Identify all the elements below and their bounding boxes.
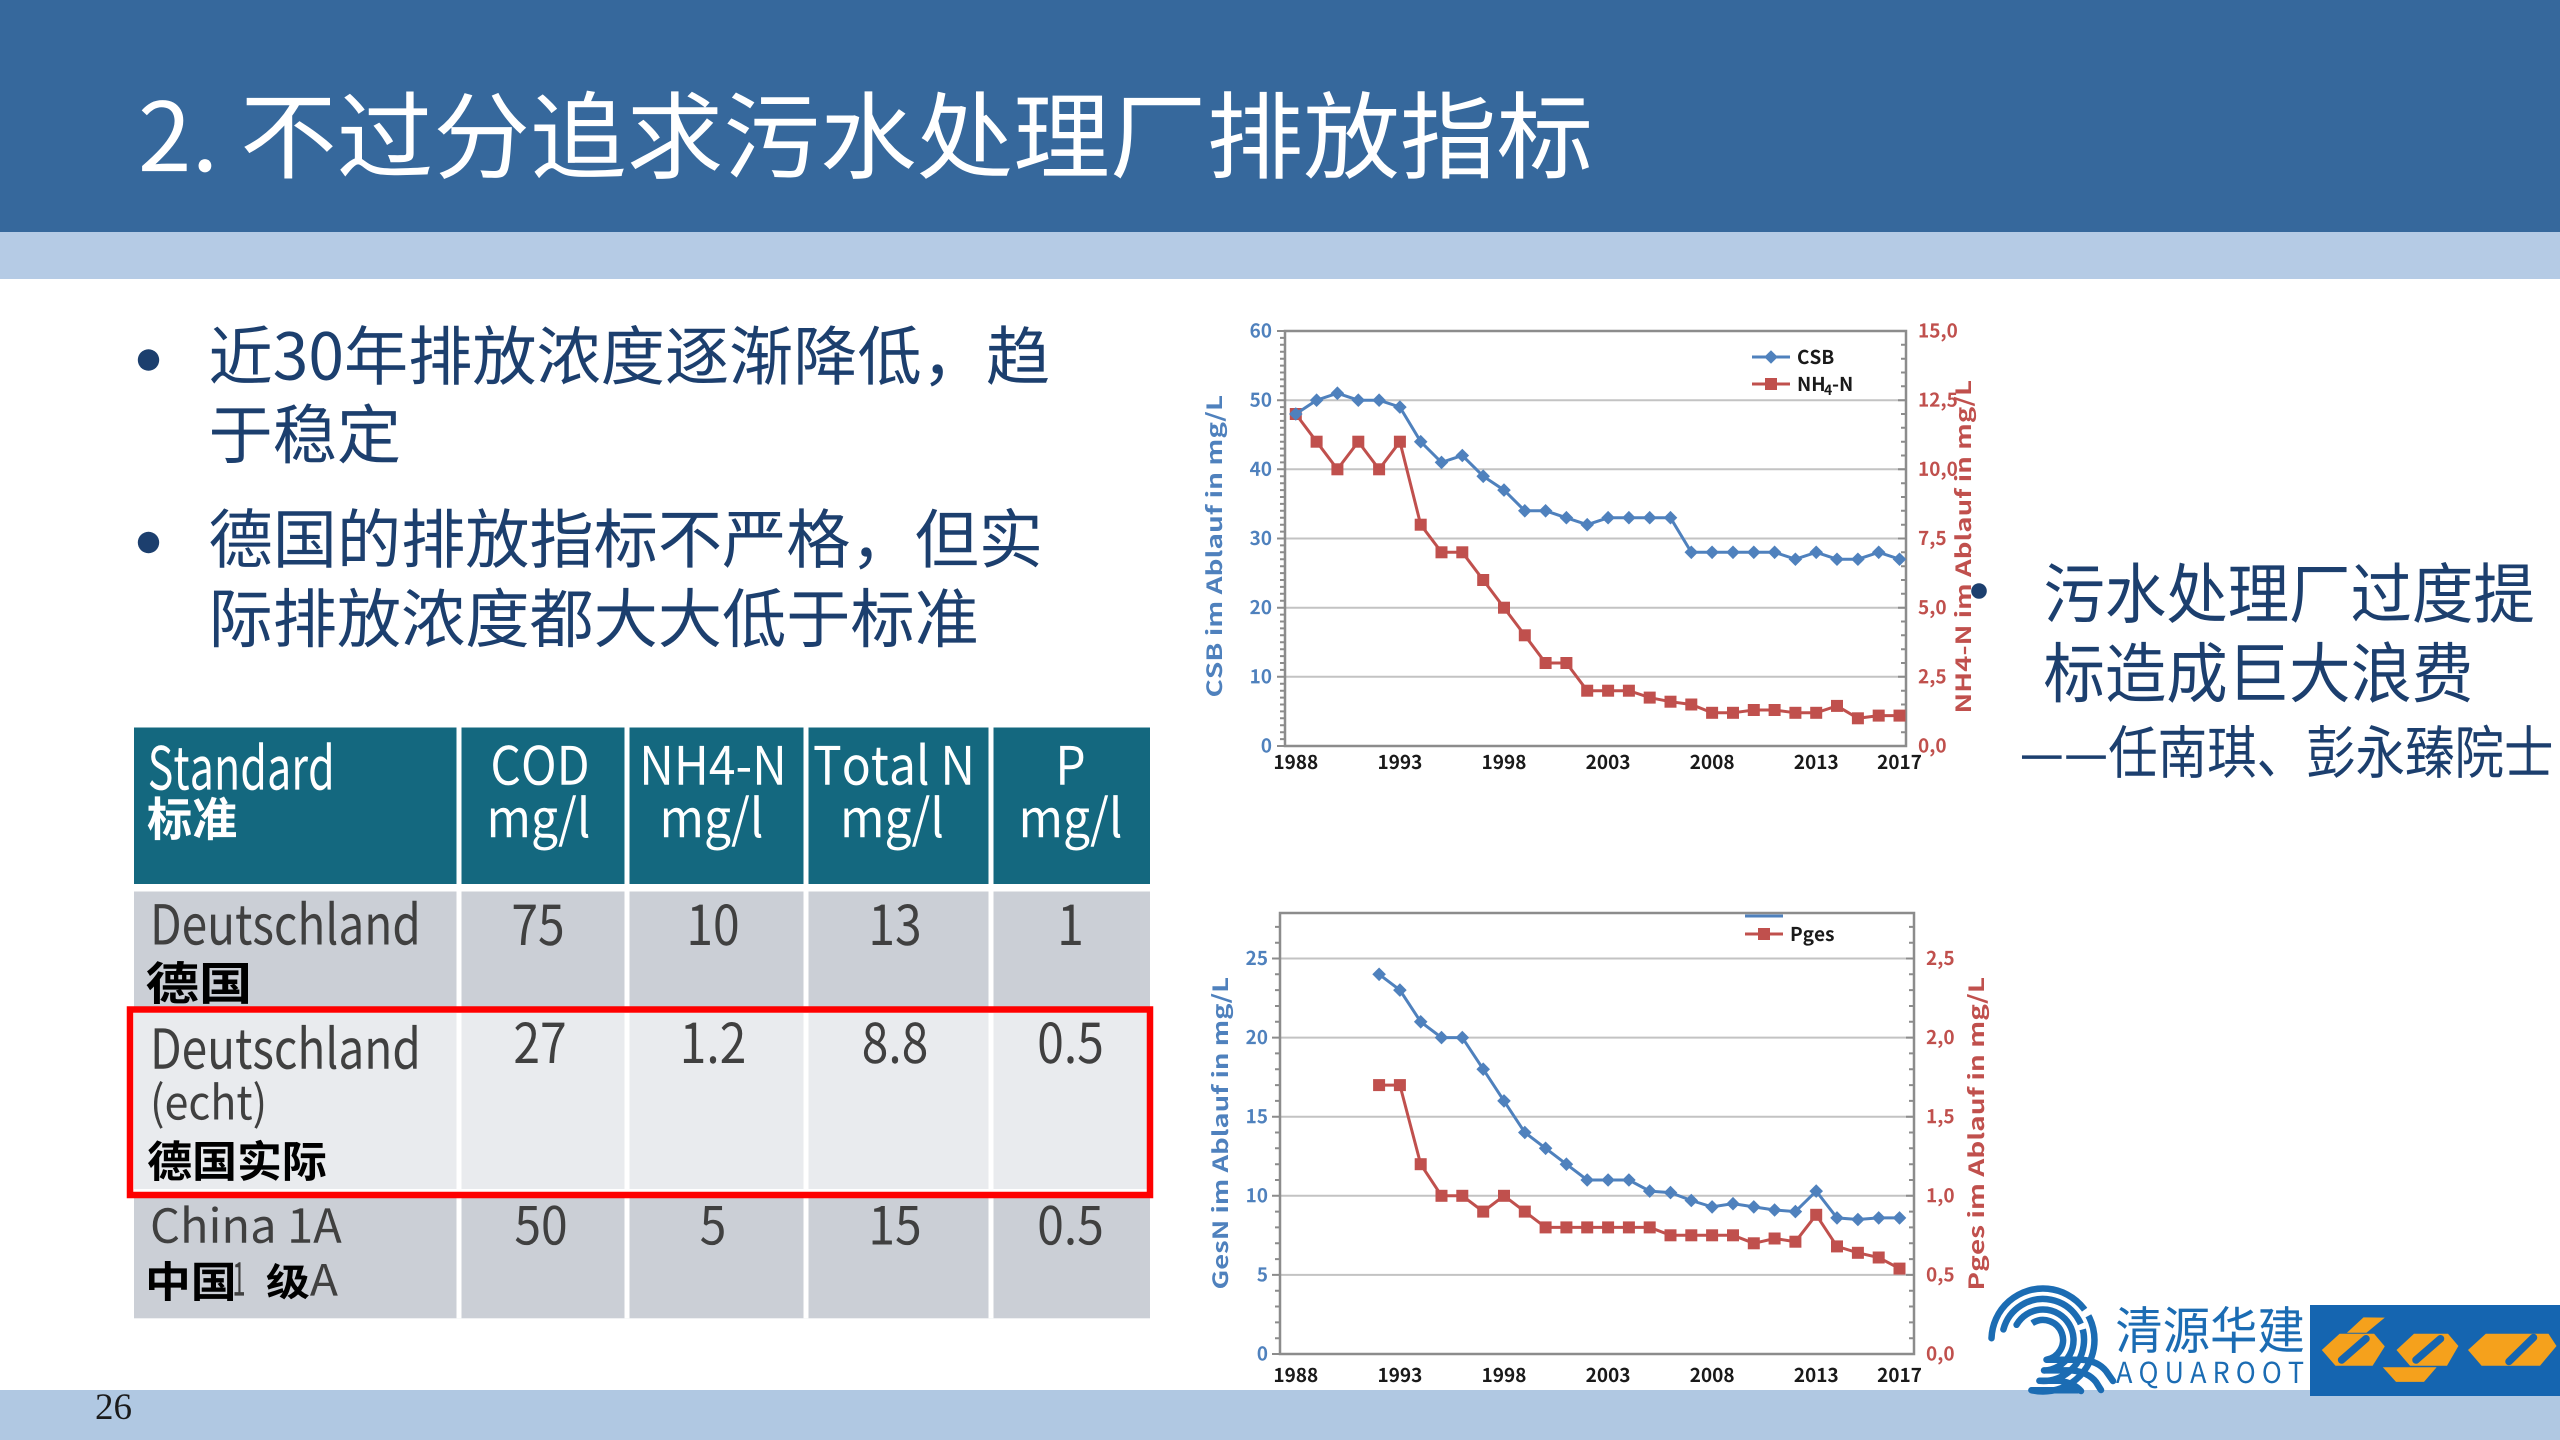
svg-text:26: 26 — [95, 1387, 132, 1428]
